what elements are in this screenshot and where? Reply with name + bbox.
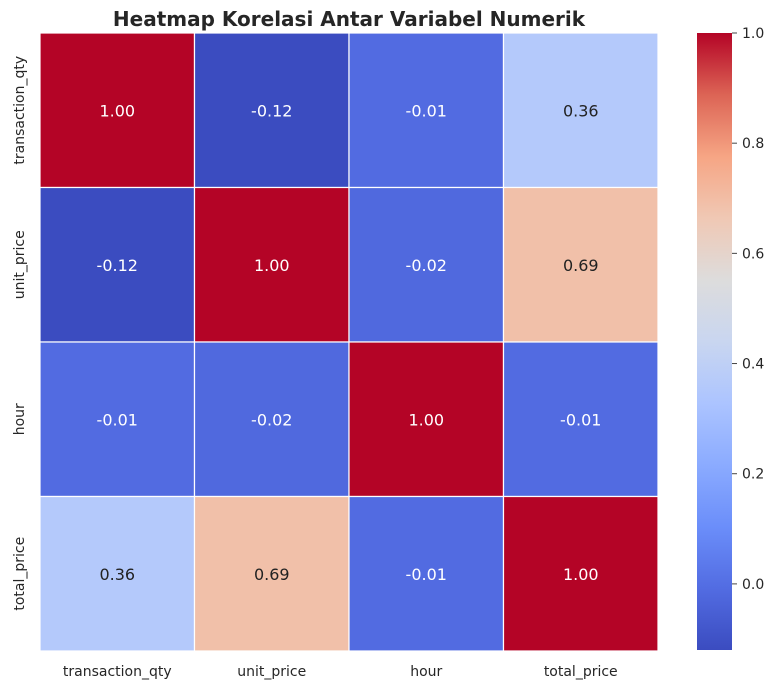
heatmap-cell-label-r0-c2: -0.01 — [406, 101, 447, 120]
colorbar-tick-label-3: 0.4 — [742, 357, 764, 373]
heatmap-cell-label-r2-c0: -0.01 — [97, 410, 138, 429]
colorbar-tick-label-0: 1.0 — [742, 26, 764, 42]
heatmap-cell-label-r0-c1: -0.12 — [251, 101, 292, 120]
x-axis-labels: transaction_qty unit_price hour total_price — [63, 664, 618, 680]
heatmap-cell-label-r3-c1: 0.69 — [254, 565, 290, 584]
y-axis-label-1: unit_price — [12, 230, 28, 299]
heatmap-cell-label-r0-c3: 0.36 — [563, 101, 599, 120]
heatmap-cell-label-r1-c0: -0.12 — [97, 256, 138, 275]
y-axis-label-2: hour — [12, 403, 28, 435]
heatmap-cell-label-r3-c0: 0.36 — [99, 565, 135, 584]
heatmap-cell-label-r2-c1: -0.02 — [251, 410, 292, 429]
heatmap-cell-label-r0-c0: 1.00 — [99, 101, 135, 120]
colorbar — [697, 33, 732, 650]
heatmap-cell-label-r2-c3: -0.01 — [560, 410, 601, 429]
y-axis-label-3: total_price — [12, 537, 28, 611]
colorbar-tick-label-2: 0.6 — [742, 246, 764, 262]
colorbar-ticks: 1.0 0.8 0.6 0.4 0.2 0.0 — [732, 26, 764, 593]
heatmap-cell-label-r3-c2: -0.01 — [406, 565, 447, 584]
heatmap-cells — [40, 33, 658, 651]
chart-title: Heatmap Korelasi Antar Variabel Numerik — [113, 7, 586, 31]
y-axis-label-0: transaction_qty — [12, 56, 28, 165]
colorbar-tick-label-4: 0.2 — [742, 467, 764, 483]
heatmap-cell-label-r1-c2: -0.02 — [406, 256, 447, 275]
colorbar-tick-label-5: 0.0 — [742, 577, 764, 593]
heatmap-cell-label-r1-c3: 0.69 — [563, 256, 599, 275]
x-axis-label-3: total_price — [544, 664, 618, 680]
colorbar-tick-label-1: 0.8 — [742, 136, 764, 152]
heatmap-cell-label-r2-c2: 1.00 — [408, 410, 444, 429]
x-axis-label-1: unit_price — [237, 664, 306, 680]
x-axis-label-2: hour — [410, 664, 442, 680]
colorbar-gradient — [697, 33, 732, 650]
heatmap-cell-label-r1-c1: 1.00 — [254, 256, 290, 275]
x-axis-label-0: transaction_qty — [63, 664, 172, 680]
heatmap-cell-label-r3-c3: 1.00 — [563, 565, 599, 584]
